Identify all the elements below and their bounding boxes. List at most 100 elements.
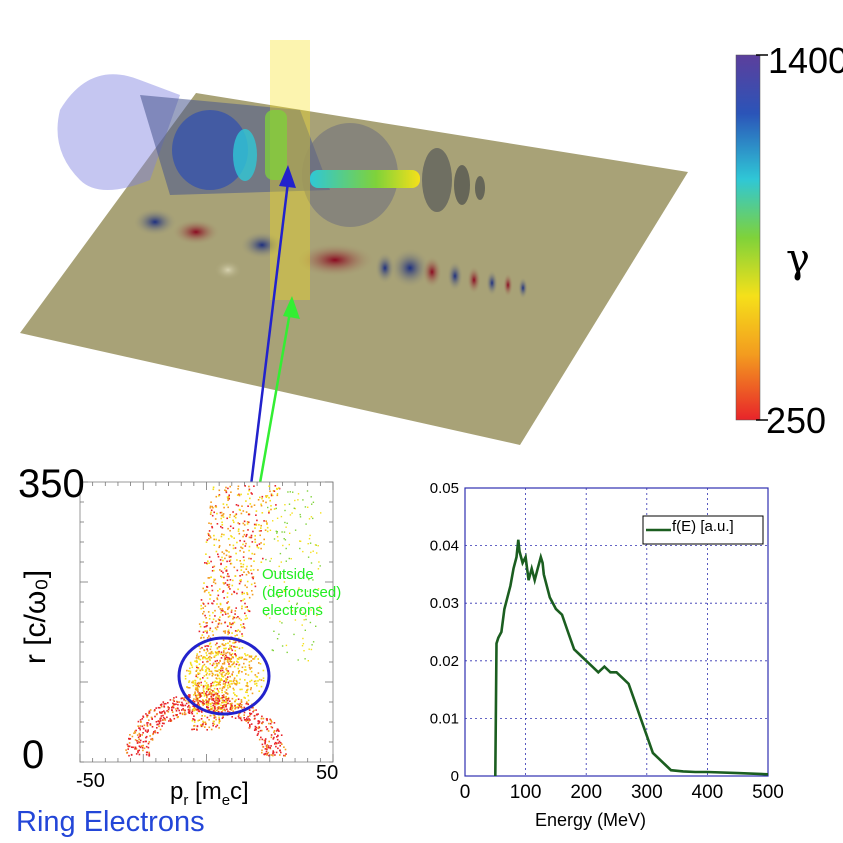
scatter-point: [233, 537, 235, 539]
scatter-point: [270, 726, 273, 728]
scatter-point: [218, 539, 220, 542]
scatter-point: [272, 752, 274, 754]
scatter-point: [245, 673, 247, 675]
scatter-point: [231, 697, 234, 700]
scatter-point: [284, 539, 287, 541]
scatter-point: [162, 701, 165, 703]
scatter-point: [207, 702, 210, 705]
scatter-point: [236, 569, 239, 572]
scatter-point: [199, 625, 202, 628]
scatter-point: [295, 610, 297, 613]
scatter-point: [209, 663, 211, 665]
scatter-point: [164, 717, 166, 720]
scatter-point: [206, 650, 209, 652]
scatter-point: [210, 728, 213, 731]
scatter-point: [234, 646, 236, 648]
scatter-point: [240, 624, 242, 626]
scatter-point: [221, 694, 224, 697]
scatter-point: [277, 734, 279, 737]
scatter-point: [200, 637, 202, 639]
scatter-point: [299, 540, 301, 542]
scatter-point: [199, 696, 201, 698]
scatter-point: [242, 522, 245, 525]
scatter-point: [304, 658, 306, 660]
scatter-point: [218, 546, 220, 549]
scatter-point: [275, 530, 277, 532]
scatter-point: [196, 712, 198, 715]
scatter-point: [240, 699, 243, 701]
scatter-point: [231, 536, 233, 538]
scatter-point: [202, 700, 204, 702]
scatter-point: [270, 754, 273, 756]
scatter-point: [226, 596, 229, 598]
scatter-point: [216, 693, 219, 695]
scatter-point: [227, 676, 229, 678]
scatter-point: [215, 697, 217, 700]
scatter-point: [304, 506, 307, 508]
scatter-point: [223, 696, 225, 699]
scatter-point: [277, 589, 279, 592]
scatter-point: [229, 485, 231, 488]
scatter-point: [248, 718, 250, 720]
scatter-point: [222, 516, 225, 518]
scatter-point: [243, 540, 246, 543]
scatter-point: [206, 622, 208, 624]
scatter-point: [200, 725, 203, 728]
scatter-point: [206, 690, 208, 693]
scatter-point: [245, 669, 247, 671]
scatter-point: [236, 660, 238, 663]
scatter-point: [204, 721, 207, 724]
scatter-point: [203, 636, 205, 639]
scatter-point: [148, 711, 151, 713]
scatter-point: [227, 699, 229, 701]
scatter-point: [262, 746, 265, 748]
scatter-point: [221, 551, 224, 553]
x-tick-label: 500: [752, 782, 784, 803]
scatter-point: [231, 702, 233, 705]
scatter-point: [316, 552, 318, 554]
scatter-point: [139, 739, 142, 742]
scatter-point: [270, 493, 273, 495]
scatter-point: [202, 699, 204, 701]
scatter-point: [160, 715, 163, 717]
scatter-point: [231, 593, 233, 596]
scatter-point: [148, 741, 151, 743]
scatter-point: [242, 530, 245, 532]
scatter-point: [206, 686, 209, 689]
scatter-point: [302, 499, 304, 501]
scatter-point: [226, 575, 229, 578]
scatter-point: [191, 719, 194, 722]
scatter-point: [210, 685, 212, 687]
scatter-point: [198, 704, 200, 706]
scatter-point: [235, 654, 237, 657]
scatter-point: [218, 727, 220, 729]
scatter-point: [253, 553, 256, 555]
scatter-point: [261, 749, 263, 752]
scatter-point: [230, 562, 233, 565]
scatter-point: [278, 633, 280, 635]
scatter-point: [237, 715, 240, 718]
scatter-point: [238, 617, 241, 620]
scatter-point: [214, 680, 217, 683]
scatter-point: [138, 732, 141, 735]
scatter-point: [253, 658, 256, 660]
scatter-point: [220, 657, 223, 659]
scatter-point: [148, 751, 150, 754]
scatter-point: [221, 608, 224, 610]
scatter-point: [276, 736, 278, 738]
scatter-point: [162, 716, 165, 719]
scatter-point: [219, 681, 221, 684]
scatter-point: [243, 669, 246, 671]
scatter-point: [128, 737, 130, 740]
scatter-point: [303, 574, 305, 576]
scatter-point: [233, 689, 235, 691]
scatter-point: [197, 689, 199, 691]
scatter-point: [163, 703, 165, 705]
scatter-point: [204, 715, 206, 717]
scatter-point: [193, 721, 196, 723]
scatter-point: [141, 747, 144, 749]
scatter-point: [209, 598, 211, 600]
scatter-point: [205, 562, 208, 564]
scatter-point: [220, 611, 222, 614]
scatter-point: [143, 747, 146, 750]
